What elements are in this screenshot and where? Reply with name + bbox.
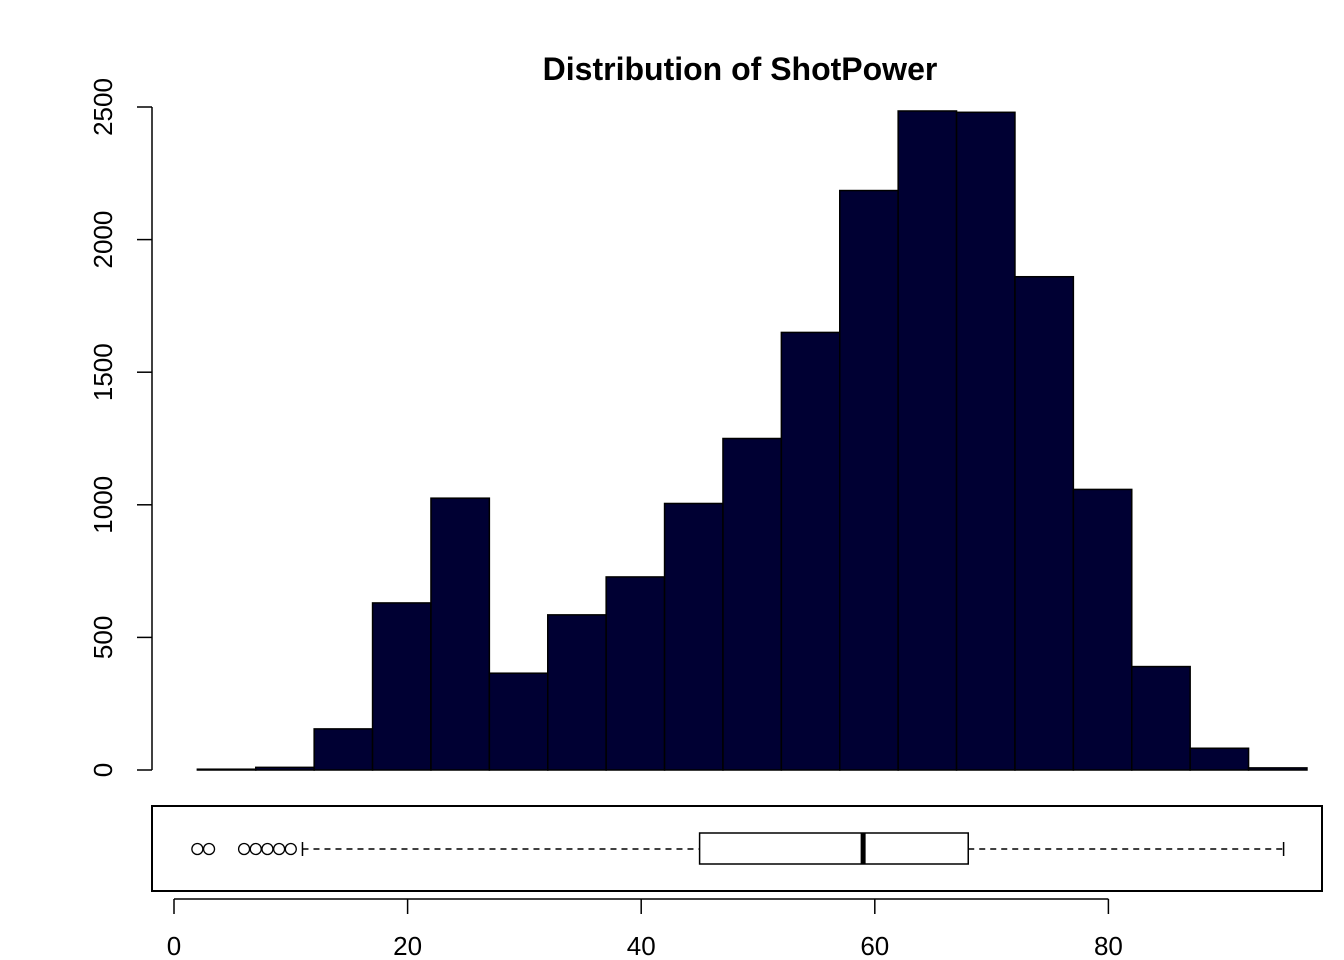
boxplot-outlier [272, 842, 286, 856]
histogram-bar [605, 576, 666, 771]
y-tick-label: 1000 [88, 476, 118, 534]
boxplot-outlier [284, 842, 297, 856]
histogram-bar [955, 111, 1016, 771]
x-tick-label: 40 [627, 931, 656, 960]
y-tick-label: 500 [88, 616, 118, 659]
histogram-bar [1014, 275, 1075, 771]
histogram-bar [1072, 488, 1133, 771]
histogram-bar [547, 614, 607, 771]
y-tick-label: 2500 [88, 78, 118, 136]
chart-title: Distribution of ShotPower [543, 51, 938, 87]
histogram-bar [430, 497, 491, 771]
x-axis: 0 20 40 60 80 [167, 898, 1123, 960]
y-tick-label: 1500 [88, 343, 118, 401]
histogram-bar [897, 110, 958, 771]
histogram-bar [1247, 767, 1308, 771]
histogram-bar [780, 331, 841, 771]
boxplot-outlier [237, 842, 251, 856]
x-tick-label: 20 [393, 931, 422, 960]
y-tick-label: 0 [88, 763, 118, 777]
y-axis: 0 500 1000 1500 2000 2500 [88, 78, 153, 777]
x-tick-label: 80 [1094, 931, 1123, 960]
histogram-bar [1131, 665, 1191, 771]
boxplot-outlier [261, 842, 274, 856]
x-tick-label: 0 [167, 931, 181, 960]
histogram-bar [196, 768, 257, 771]
x-tick-label: 60 [860, 931, 889, 960]
histogram-bar [1189, 747, 1250, 771]
boxplot-outlier [202, 842, 216, 856]
histogram-bar [313, 728, 374, 771]
histogram-bars [196, 110, 1308, 771]
histogram-bar [839, 189, 899, 771]
boxplot [151, 805, 1323, 892]
histogram-bar [371, 602, 432, 771]
histogram-bar [488, 672, 549, 771]
boxplot-frame [151, 805, 1323, 892]
histogram-bar [663, 502, 724, 771]
histogram-bar [255, 766, 315, 771]
boxplot-box [698, 832, 969, 865]
boxplot-outlier [191, 842, 204, 856]
y-tick-label: 2000 [88, 211, 118, 269]
boxplot-outlier [249, 842, 262, 856]
histogram-bar [722, 437, 783, 771]
